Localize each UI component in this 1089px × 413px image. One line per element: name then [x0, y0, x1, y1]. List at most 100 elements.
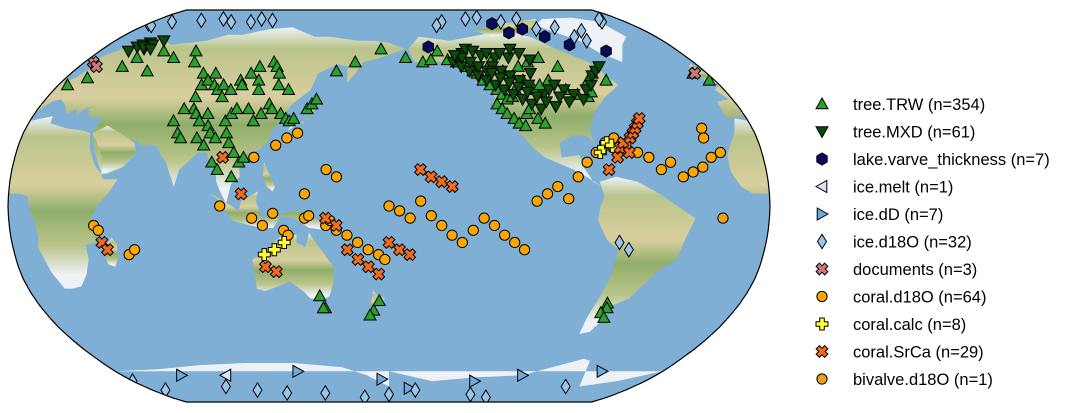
tree-mxd-site [522, 54, 537, 67]
coral-d18o-site [541, 188, 554, 200]
tree-trw-site [140, 64, 155, 77]
tree-trw-site [201, 73, 215, 86]
tree-trw-site [221, 135, 236, 149]
tree-trw-site [312, 288, 327, 302]
tree-trw-site [253, 59, 267, 72]
land-japan [998, 97, 1025, 131]
ice-dd-site [176, 368, 189, 383]
land-new-zealand [1043, 291, 1089, 318]
coral-d18o-site [456, 236, 468, 249]
tree-trw-site [210, 162, 225, 175]
ice-dd-site [596, 364, 609, 379]
coral-d18o-site [552, 180, 564, 193]
legend-marker [816, 233, 828, 250]
tree-trw-site [215, 89, 229, 103]
coral-d18o-site [499, 229, 511, 241]
ice-d18o-site [594, 10, 605, 28]
legend-marker [815, 262, 829, 276]
land-north-america [408, 30, 619, 187]
legend-label: ice.melt (n=1) [853, 179, 953, 197]
tree-trw-site [500, 106, 514, 119]
ice-dd-site [403, 381, 417, 396]
legend-label: coral.calc (n=8) [853, 316, 966, 334]
legend-marker [816, 373, 828, 385]
legend-label: lake.varve_thickness (n=7) [853, 151, 1050, 169]
tree-trw-site [531, 50, 546, 63]
tree-trw-site [226, 145, 241, 158]
tree-mxd-site [557, 84, 571, 97]
ice-melt-site [218, 368, 232, 383]
tree-trw-site [265, 101, 279, 115]
legend: tree.TRW (n=354) tree.MXD (n=61) lake.varv… [814, 96, 1050, 389]
coral-d18o-site [655, 163, 668, 176]
tree-trw-site [192, 113, 207, 127]
tree-trw-site [204, 155, 219, 168]
land-canadian-islands [8, 19, 77, 37]
map-outline [7, 9, 771, 403]
coral-d18o-site [467, 224, 479, 236]
tree-trw-site [254, 106, 268, 119]
coral-d18o-site [698, 132, 710, 144]
tree-trw-site [286, 111, 301, 124]
legend-label: coral.SrCa (n=29) [853, 344, 984, 362]
tree-trw-site [224, 169, 239, 183]
tree-trw-site [177, 101, 192, 115]
coral-srca-site [234, 187, 248, 201]
documents-site [688, 66, 702, 80]
coral-d18o-site [246, 212, 258, 224]
tree-trw-site [218, 113, 233, 127]
coral-d18o-site [705, 151, 717, 163]
tree-trw-site [244, 66, 258, 79]
tree-mxd-site [530, 91, 544, 104]
tree-trw-site [398, 50, 413, 63]
tree-trw-site [702, 73, 717, 86]
coral-calc-site [267, 243, 281, 257]
coral-d18o-site [436, 219, 448, 232]
coral-d18o-site [214, 200, 226, 212]
coral-d18o-site [563, 193, 575, 205]
tree-mxd-site [548, 101, 563, 114]
tree-trw-site [201, 106, 215, 119]
ice-d18o-site [166, 13, 178, 31]
tree-trw-site [372, 293, 387, 307]
tree-trw-site [550, 59, 565, 72]
lake-varve-site [600, 44, 612, 58]
tree-trw-site [281, 82, 296, 95]
tree-mxd-site [512, 47, 526, 61]
tree-mxd-site [566, 89, 581, 102]
coral-srca-site [351, 252, 365, 267]
coral-d18o-site [256, 219, 269, 232]
land-arabia-fix [92, 125, 137, 175]
tree-trw-site [80, 70, 95, 84]
tree-mxd-site [157, 35, 171, 48]
coral-d18o-site [341, 229, 353, 241]
coral-srca-site [435, 175, 449, 189]
tree-trw-site [272, 66, 287, 79]
ice-d18o-site [560, 378, 571, 395]
lake-varve-site [539, 30, 551, 44]
tree-trw-site [538, 116, 553, 129]
coral-d18o-site [664, 156, 677, 168]
legend-marker [814, 179, 828, 194]
land-indonesia [209, 191, 326, 231]
tree-trw-site [251, 82, 266, 95]
ice-d18o-site [549, 19, 560, 36]
tree-trw-site [166, 50, 181, 63]
tree-trw-site [329, 64, 344, 77]
ice-d18o-site [569, 28, 580, 45]
legend-marker [816, 207, 830, 221]
coral-d18o-site [518, 244, 531, 256]
ice-d18o-site [256, 10, 267, 28]
legend-label: ice.dD (n=7) [853, 206, 943, 224]
legend-label: documents (n=3) [853, 261, 977, 279]
tree-trw-site [190, 130, 204, 144]
tree-trw-site [173, 130, 188, 144]
tree-trw-site [271, 77, 286, 91]
tree-mxd-site [539, 96, 554, 109]
site-marker-layer [60, 10, 729, 402]
coral-srca-site [622, 145, 636, 160]
land-greenland [1000, 18, 1089, 62]
tree-mxd-site [547, 79, 562, 92]
ice-d18o-site [436, 13, 447, 31]
coral-srca-site [340, 243, 354, 257]
